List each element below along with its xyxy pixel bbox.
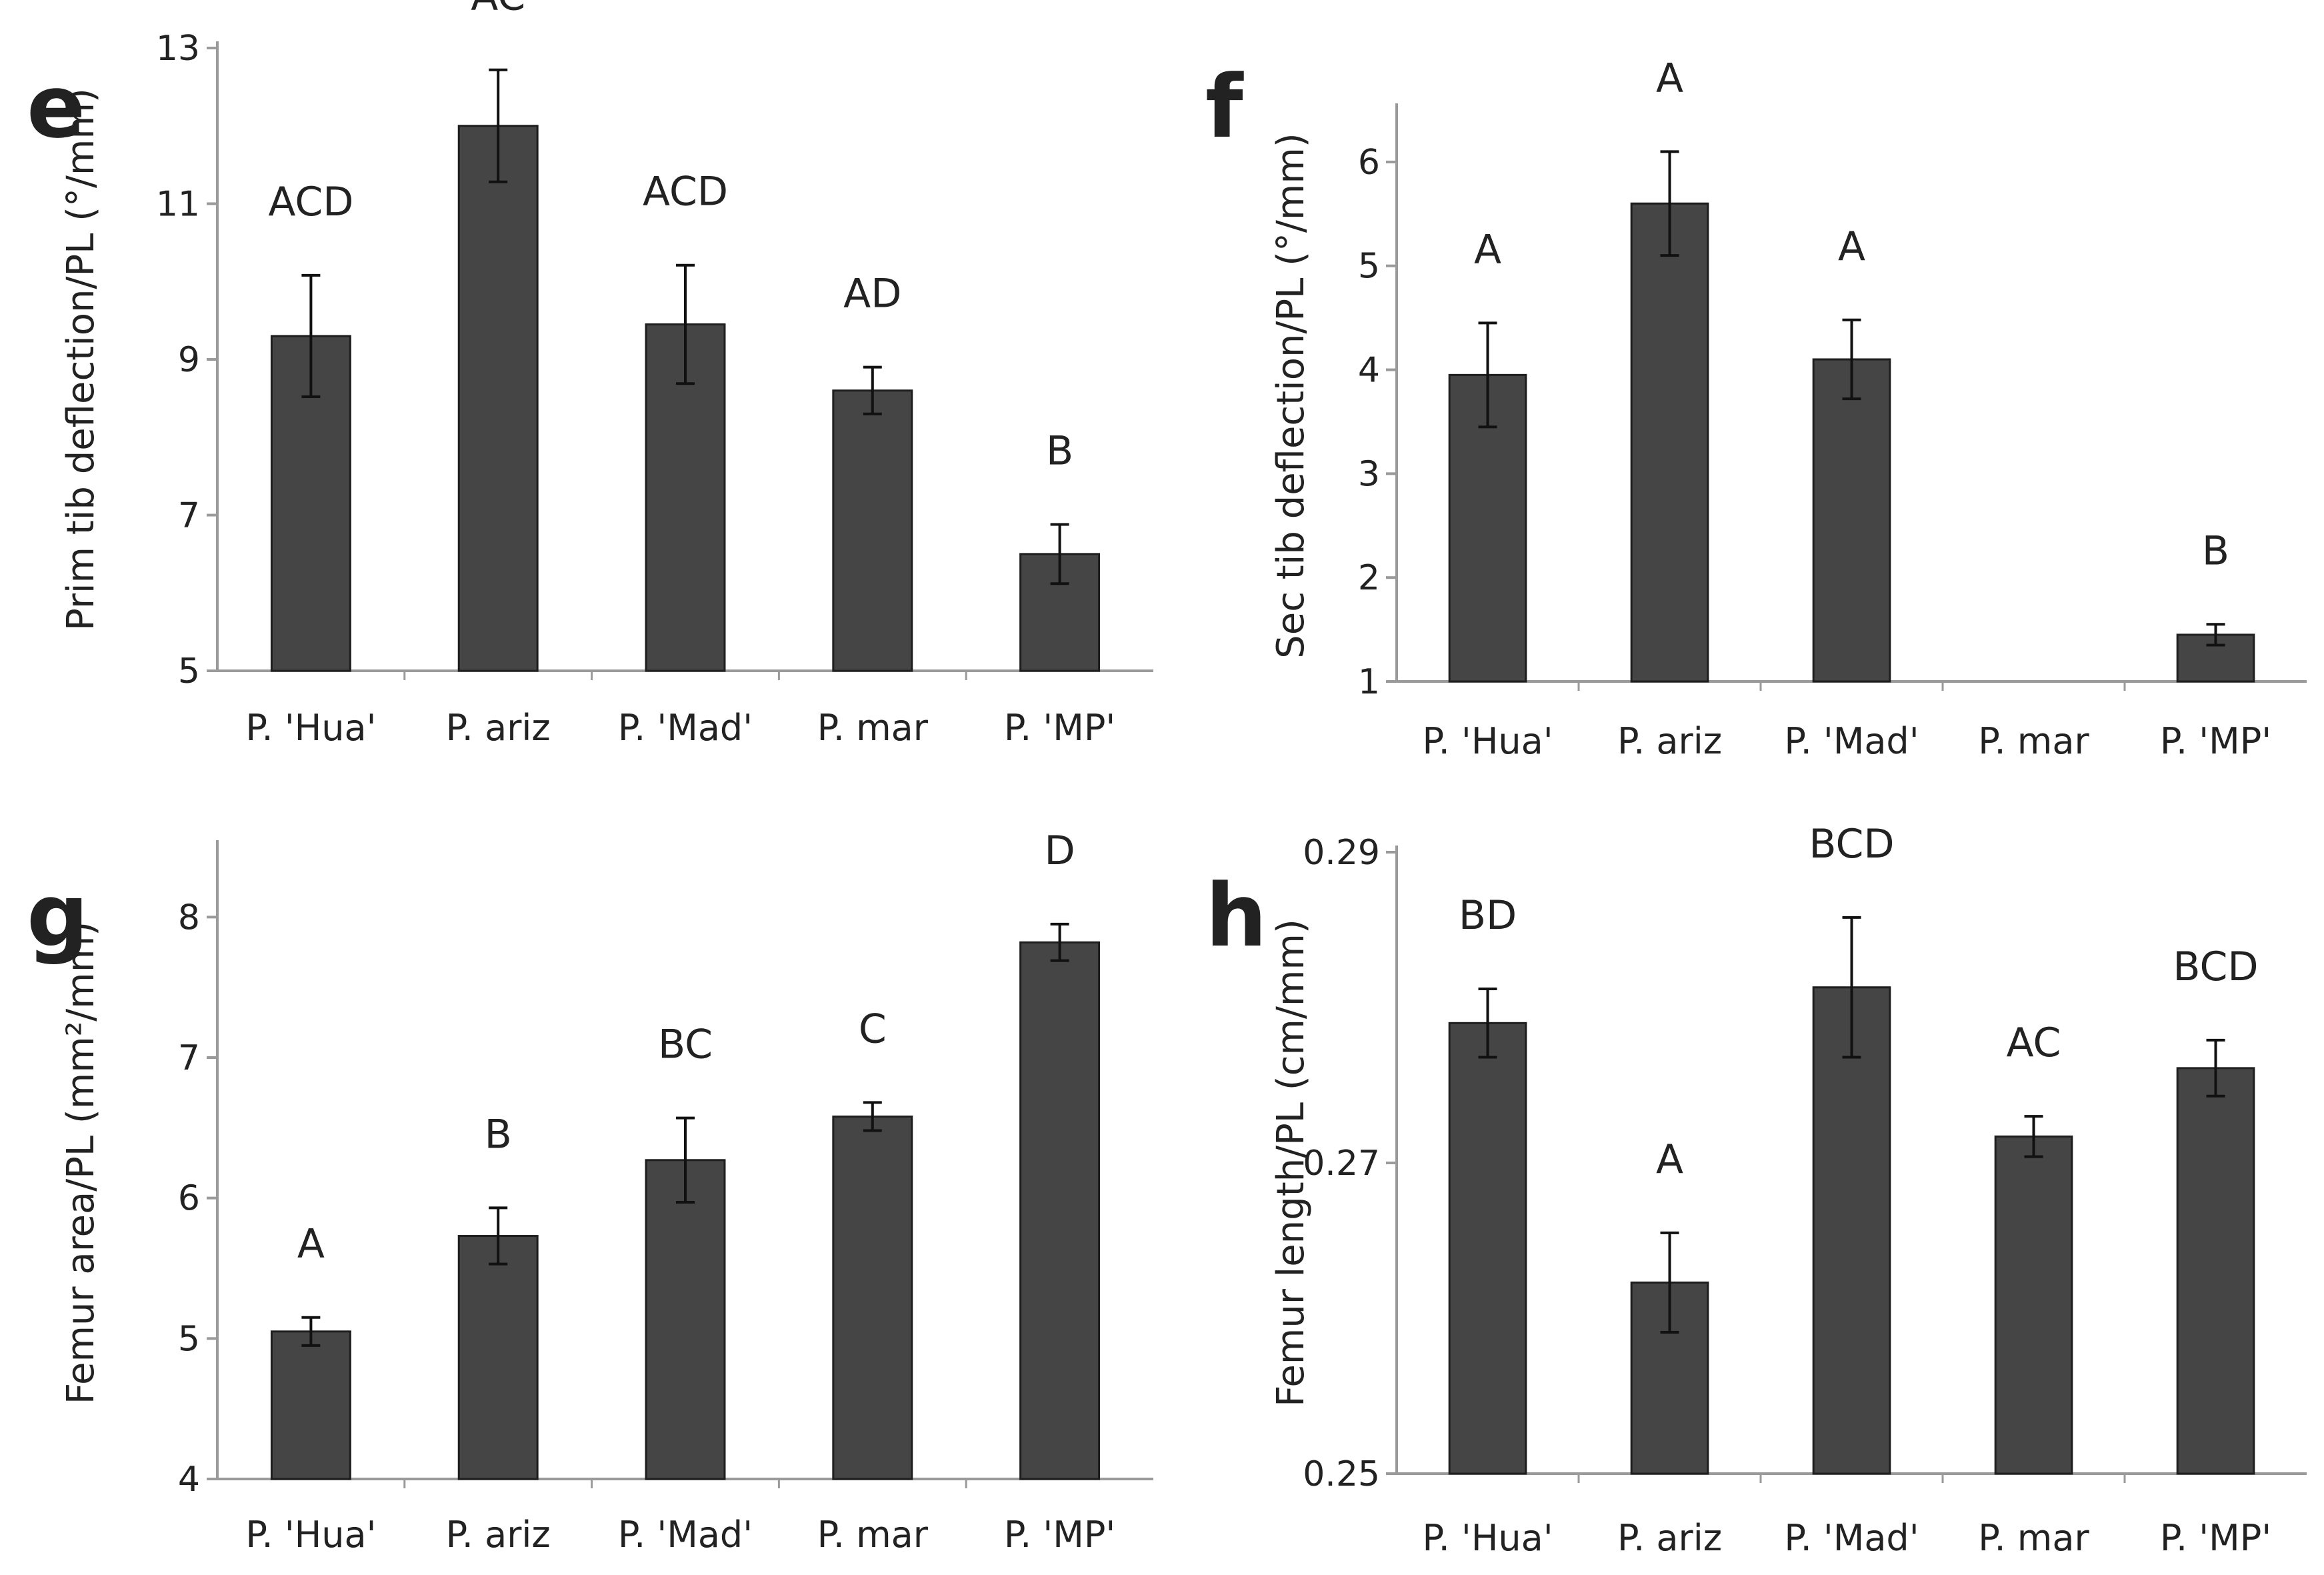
x-tick-label: P. 'Hua' (245, 707, 376, 749)
significance-letter: ACD (268, 179, 353, 225)
x-tick-label: P. mar (817, 707, 929, 749)
significance-letter: B (485, 1111, 512, 1158)
y-tick-label: 3 (1358, 454, 1380, 494)
x-tick-label: P. ariz (446, 707, 551, 749)
panel-letter: e (27, 56, 85, 157)
x-tick-label: P. 'MP' (1004, 707, 1115, 749)
bar (1994, 1135, 2073, 1475)
y-tick-label: 11 (156, 185, 200, 225)
significance-letter: BCD (2173, 944, 2258, 990)
x-tick-label: P. 'Hua' (1422, 720, 1553, 762)
x-tick-label: P. ariz (1617, 720, 1722, 762)
x-tick-label: P. mar (1978, 720, 2089, 762)
significance-letter: BD (1459, 892, 1517, 939)
y-tick-label: 4 (178, 1460, 200, 1500)
x-tick-label: P. 'MP' (1004, 1514, 1115, 1556)
bar (2176, 1067, 2255, 1475)
significance-letter: BC (658, 1022, 713, 1068)
y-tick-label: 6 (178, 1179, 200, 1219)
panel-e: e 5 7 9 11 13 Prim tib deflection/PL (°/mm) P.… (27, 0, 1153, 749)
bar (457, 125, 539, 672)
significance-letter: A (1838, 223, 1865, 270)
x-tick-label: P. 'MP' (2160, 1517, 2271, 1559)
y-tick-label: 13 (156, 29, 200, 69)
significance-letter: AD (843, 271, 901, 317)
panel-letter: f (1205, 56, 1244, 157)
significance-letter: B (2202, 527, 2229, 574)
panel-f: f 1 2 3 4 5 6 Sec tib deflection/PL (°/mm) P. '… (1205, 55, 2307, 762)
x-tick-label: P. ariz (1617, 1517, 1722, 1559)
bar (1019, 553, 1101, 672)
significance-letter: C (859, 1006, 887, 1052)
bar (1630, 202, 1709, 683)
y-axis-label: Femur length/PL (cm/mm) (1269, 919, 1313, 1407)
x-tick-label: P. 'Mad' (1784, 1517, 1919, 1559)
y-tick-label: 2 (1358, 558, 1380, 598)
x-tick-label: P. 'Mad' (618, 1514, 753, 1556)
bar (1019, 941, 1101, 1480)
x-tick-label: P. 'Mad' (1784, 720, 1919, 762)
significance-letter: A (1656, 55, 1683, 101)
significance-letter: BCD (1809, 821, 1894, 868)
significance-letter: A (297, 1221, 325, 1268)
bar (457, 1235, 539, 1480)
x-tick-label: P. 'Hua' (1422, 1517, 1553, 1559)
bar (270, 1330, 351, 1480)
x-tick-label: P. 'MP' (2160, 720, 2271, 762)
y-tick-label: 0.29 (1303, 833, 1380, 873)
panel-g: g 4 5 6 7 8 Femur area/PL (mm²/mm) P. 'Hua' A P.… (27, 828, 1153, 1556)
bar (832, 1115, 913, 1480)
x-tick-label: P. mar (817, 1514, 929, 1556)
y-axis-label: Femur area/PL (mm²/mm) (59, 922, 103, 1404)
panel-letter: h (1205, 865, 1267, 966)
y-tick-label: 5 (178, 651, 200, 691)
y-tick-label: 9 (178, 340, 200, 380)
x-tick-label: P. ariz (446, 1514, 551, 1556)
significance-letter: D (1044, 828, 1075, 874)
bar (832, 389, 913, 672)
x-tick-label: P. 'Mad' (618, 707, 753, 749)
y-tick-label: 0.27 (1303, 1144, 1380, 1184)
bar (1812, 986, 1891, 1475)
significance-letter: A (1656, 1136, 1683, 1183)
significance-letter: AC (2007, 1020, 2061, 1066)
bar (1448, 1022, 1527, 1475)
bar (645, 1159, 726, 1480)
y-tick-label: 6 (1358, 143, 1380, 183)
significance-letter: B (1046, 428, 1073, 475)
y-tick-label: 8 (178, 898, 200, 938)
y-tick-label: 0.25 (1303, 1454, 1380, 1494)
y-tick-label: 5 (178, 1319, 200, 1359)
significance-letter: ACD (643, 169, 728, 215)
y-tick-label: 7 (178, 1038, 200, 1078)
bar (1812, 358, 1891, 683)
y-axis-label: Sec tib deflection/PL (°/mm) (1269, 133, 1313, 659)
panel-letter: g (27, 865, 89, 966)
x-tick-label: P. mar (1978, 1517, 2089, 1559)
y-tick-label: 7 (178, 496, 200, 536)
x-tick-label: P. 'Hua' (245, 1514, 376, 1556)
panel-h: h 0.25 0.27 0.29 Femur length/PL (cm/mm) P. … (1205, 821, 2307, 1559)
significance-letter: AC (471, 0, 525, 20)
y-tick-label: 1 (1358, 662, 1380, 702)
significance-letter: A (1474, 226, 1501, 273)
y-tick-label: 4 (1358, 351, 1380, 391)
y-axis-label: Prim tib deflection/PL (°/mm) (59, 88, 103, 631)
y-tick-label: 5 (1358, 247, 1380, 287)
